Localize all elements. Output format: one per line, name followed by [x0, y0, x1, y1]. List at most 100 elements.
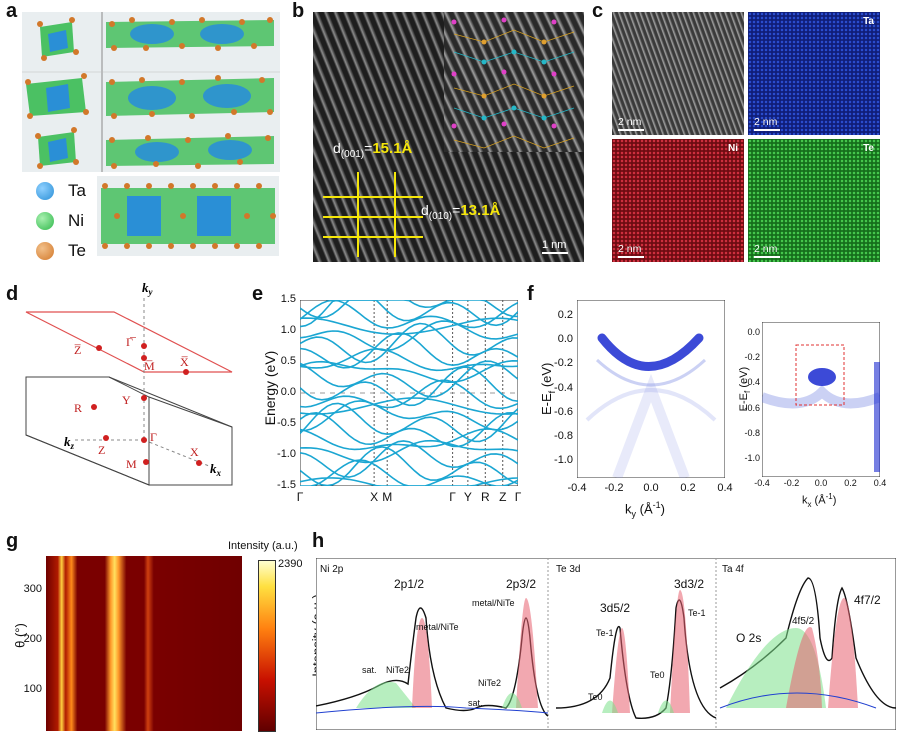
colorbar-title: Intensity (a.u.) [228, 540, 298, 552]
band-line [300, 477, 518, 486]
xps-panel: Intensity (a.u.) Ni 2p [300, 548, 897, 730]
band-line [300, 317, 518, 336]
xps-label-3d52: 3d5/2 [600, 601, 630, 615]
arpes-left-map [577, 300, 725, 478]
crystal-structure-panel [22, 12, 280, 172]
heatmap-image [46, 556, 242, 731]
band-ytick: 0.0 [280, 386, 296, 398]
arpes-left-xtick: -0.2 [604, 482, 624, 494]
panel-label-b: b [292, 0, 305, 22]
band-line [300, 300, 518, 329]
arpes-left-ytick: -0.8 [554, 429, 573, 442]
band-line [300, 446, 518, 486]
arpes-left-xlabel: ky (Å-1) [625, 500, 665, 519]
panel-label-f: f [527, 283, 534, 305]
arpes-right-xtick: 0.0 [814, 478, 828, 488]
eds-tile-haadf: 2 nm [612, 12, 744, 135]
brillouin-zone-diagram: ky kz kx Z̅ Γ̅ M̅ X̅ R Y Γ Z M X [25, 280, 233, 486]
arpes-right-xlabel: kx (Å-1) [802, 492, 837, 509]
scale-bar-c2: 2 nm [754, 116, 780, 131]
arpes-right-xtick: 0.2 [844, 478, 857, 488]
arpes-left-ytick: -1.0 [554, 454, 573, 466]
arpes-right-map [762, 322, 880, 477]
arpes-left-ytick: -0.6 [554, 405, 573, 418]
polyhedra-layer-3 [106, 136, 274, 166]
band-ytick: -1.0 [277, 448, 296, 460]
scale-bar-c1: 2 nm [618, 116, 644, 131]
band-line [300, 379, 518, 410]
band-line [300, 402, 518, 443]
xps-label-2p32: 2p3/2 [506, 577, 536, 591]
d010-label: d(010)=13.1Å [421, 202, 501, 222]
xps-ta4f-title: Ta 4f [722, 564, 744, 575]
scale-bar-c3: 2 nm [618, 243, 644, 258]
arpes-left-panel: E-Ef (eV) 0.2 0.0 -0.2 -0.4 -0.6 -0.8 -1.0 -0.… [535, 290, 733, 520]
band-ytick: -0.5 [277, 417, 296, 429]
arpes-right-ytick: -1.0 [744, 453, 760, 463]
band-ytick: 1.5 [280, 293, 296, 305]
crystal-structure-side-view [97, 176, 279, 256]
arpes-left-ytick: -0.2 [554, 357, 573, 370]
arpes-left-xtick: 0.4 [717, 482, 733, 494]
ni2p-spectrum [316, 598, 549, 717]
ni-atom-icon [36, 212, 54, 230]
ky-label: ky [142, 280, 154, 297]
band-line [300, 366, 518, 407]
panel-label-e: e [252, 283, 264, 305]
kpoint-gamma: Γ [150, 430, 157, 444]
arpes-right-xtick: -0.2 [783, 478, 800, 488]
band-line [300, 359, 518, 383]
band-xtick: Z [499, 490, 507, 504]
xps-label-nite2-b: NiTe2 [478, 678, 501, 688]
eds-tile-ni: Ni 2 nm [612, 139, 744, 262]
lattice-spacing-grid [323, 172, 423, 257]
band-xtick: X [370, 490, 379, 504]
band-line [300, 439, 518, 464]
kpoint-r: R [74, 401, 82, 415]
xps-label-nite2-a: NiTe2 [386, 665, 409, 675]
xps-label-4f72: 4f7/2 [854, 593, 881, 607]
band-xtick: M [382, 490, 393, 504]
panel-label-d: d [6, 283, 19, 305]
band-xtick: R [480, 490, 490, 504]
heatmap-ytick: 100 [23, 683, 42, 695]
xps-label-te-1a: Te-1 [596, 628, 614, 638]
band-xtick: Γ [296, 490, 304, 504]
arpes-left-ytick: 0.2 [557, 309, 573, 321]
colorbar [258, 560, 276, 732]
xps-label-sat2: sat. [468, 698, 483, 708]
arpes-right-ytick: -0.8 [744, 427, 760, 438]
xps-label-o2s: O 2s [736, 631, 761, 645]
d001-label: d(001)=15.1Å [333, 140, 413, 160]
legend-te: Te [36, 236, 86, 266]
xps-label-te0a: Te0 [588, 692, 603, 702]
band-ytick: -1.5 [277, 479, 296, 491]
band-line [300, 300, 518, 319]
xps-label-te0b: Te0 [650, 670, 665, 680]
xps-label-metal1: metal/NiTe [416, 622, 459, 632]
band-xtick: Γ [514, 490, 522, 504]
band-line [300, 440, 518, 478]
band-xtick: Γ [449, 490, 456, 504]
haadf-stem-image: d(001)=15.1Å d(010)=13.1Å 1 nm [313, 12, 584, 262]
arpes-left-ytick: -0.4 [554, 381, 573, 394]
element-legend: Ta Ni Te [36, 176, 86, 266]
eds-tile-ta: Ta 2 nm [748, 12, 880, 135]
xps-te3d-title: Te 3d [556, 564, 580, 575]
arpes-right-ytick: -0.6 [744, 402, 760, 413]
band-line [300, 400, 518, 432]
te-atoms [25, 17, 273, 169]
arpes-left-xtick: -0.4 [567, 482, 587, 494]
band-line [300, 459, 518, 486]
arpes-right-ytick: -0.2 [744, 352, 760, 363]
band-ytick: 0.5 [280, 355, 296, 367]
band-line [300, 332, 518, 369]
kpoint-x: X [190, 445, 199, 459]
xps-label-2p12: 2p1/2 [394, 577, 424, 591]
xps-ni2p-title: Ni 2p [320, 564, 344, 575]
heatmap-ytick: 200 [23, 633, 42, 645]
legend-ta: Ta [36, 176, 86, 206]
panel-label-c: c [592, 0, 604, 22]
xps-label-3d32: 3d3/2 [674, 577, 704, 591]
